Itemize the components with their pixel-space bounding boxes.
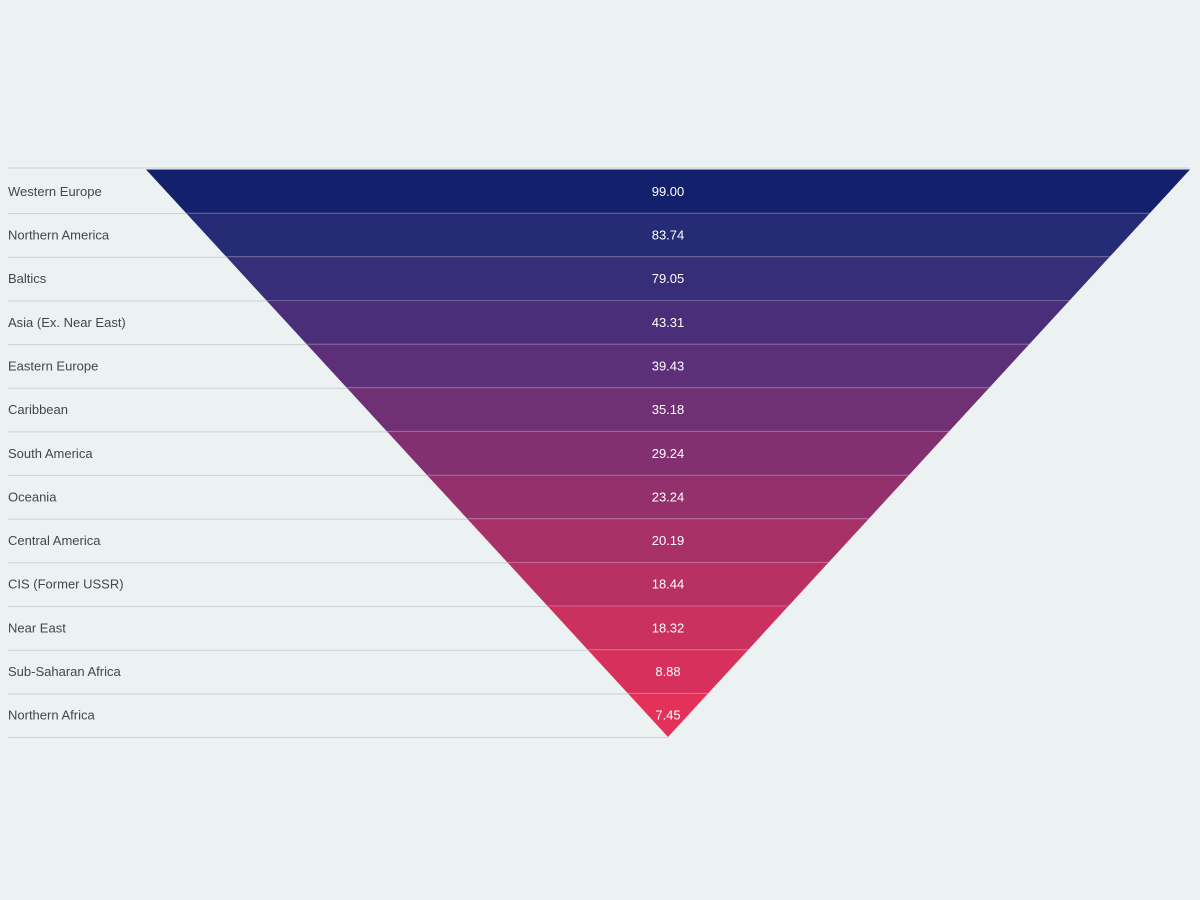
- funnel-segment[interactable]: [226, 256, 1110, 301]
- value-label: 20.19: [652, 533, 685, 548]
- funnel-segment[interactable]: [507, 562, 829, 607]
- value-label: 18.44: [652, 577, 685, 592]
- funnel-segment[interactable]: [587, 649, 749, 694]
- row-label: South America: [8, 446, 93, 461]
- value-label: 35.18: [652, 402, 685, 417]
- row-label: Eastern Europe: [8, 358, 98, 373]
- row-label: CIS (Former USSR): [8, 577, 124, 592]
- row-label: Northern America: [8, 227, 110, 242]
- row-label: Sub-Saharan Africa: [8, 664, 122, 679]
- funnel-segment[interactable]: [186, 213, 1150, 257]
- value-label: 83.74: [652, 227, 685, 242]
- funnel-segment[interactable]: [386, 431, 950, 476]
- funnel-segment[interactable]: [306, 344, 1030, 388]
- value-label: 18.32: [652, 620, 685, 635]
- value-label: 7.45: [655, 708, 680, 723]
- row-label: Asia (Ex. Near East): [8, 315, 126, 330]
- row-label: Oceania: [8, 489, 57, 504]
- funnel-segment[interactable]: [467, 518, 869, 563]
- row-label: Caribbean: [8, 402, 68, 417]
- value-label: 79.05: [652, 271, 685, 286]
- value-label: 99.00: [652, 184, 685, 199]
- row-label: Baltics: [8, 271, 47, 286]
- value-label: 39.43: [652, 358, 685, 373]
- funnel-segment[interactable]: [547, 606, 789, 650]
- row-label: Western Europe: [8, 184, 102, 199]
- funnel-segment[interactable]: [627, 693, 709, 737]
- value-label: 8.88: [655, 664, 680, 679]
- funnel-segment[interactable]: [266, 300, 1070, 345]
- row-label: Near East: [8, 620, 66, 635]
- value-label: 43.31: [652, 315, 685, 330]
- value-label: 29.24: [652, 446, 685, 461]
- value-label: 23.24: [652, 489, 685, 504]
- funnel-segment[interactable]: [146, 169, 1190, 214]
- funnel-segment[interactable]: [427, 475, 909, 519]
- funnel-segment[interactable]: [346, 387, 990, 432]
- row-label: Central America: [8, 533, 101, 548]
- row-label: Northern Africa: [8, 708, 95, 723]
